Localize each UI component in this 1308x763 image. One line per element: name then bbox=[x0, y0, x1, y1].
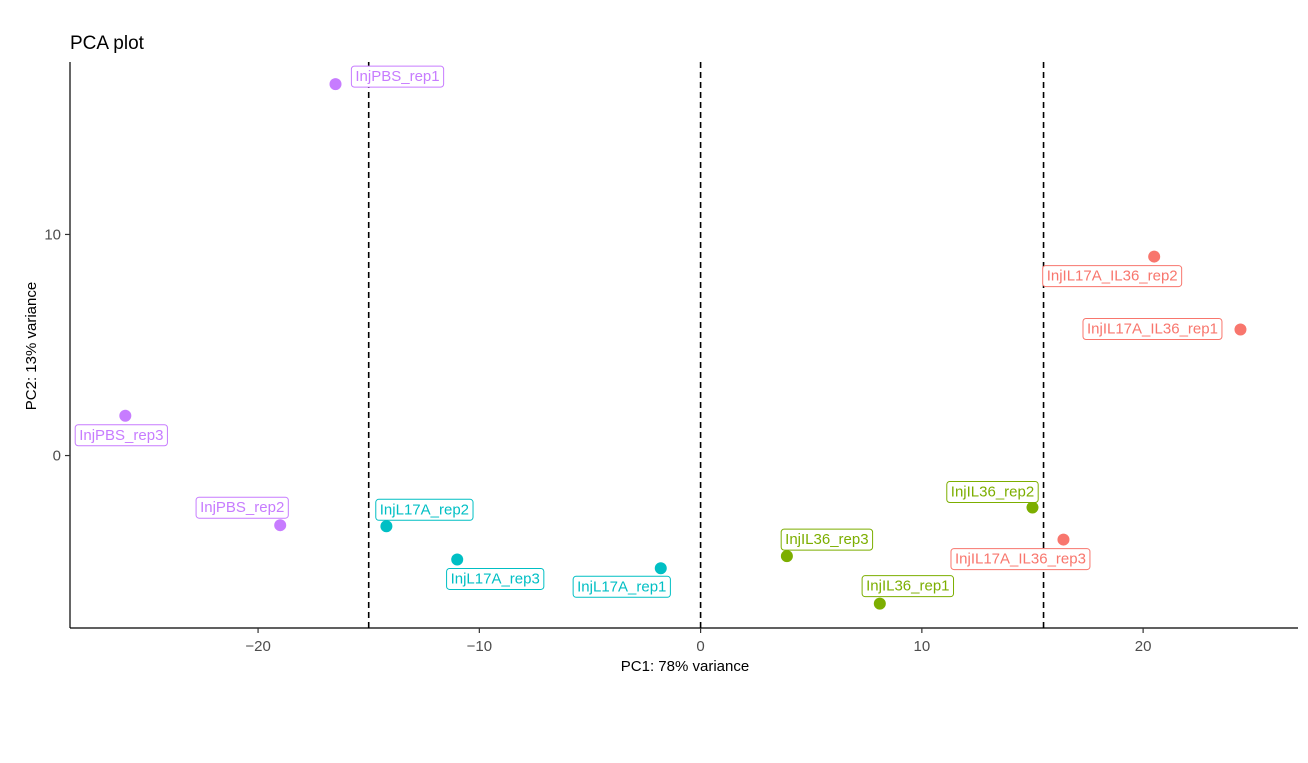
y-axis-label: PC2: 13% variance bbox=[23, 282, 40, 410]
point-label: InjIL36_rep1 bbox=[866, 578, 949, 595]
chart-title: PCA plot bbox=[70, 33, 145, 54]
data-point bbox=[1234, 323, 1247, 336]
x-tick-label: −20 bbox=[245, 638, 270, 655]
point-label-box bbox=[946, 481, 1039, 504]
point-label: InjIL36_rep3 bbox=[785, 531, 868, 548]
point-label: InjL17A_rep3 bbox=[451, 570, 540, 587]
point-label: InjIL17A_IL36_rep1 bbox=[1087, 321, 1218, 338]
y-tick-label: 10 bbox=[44, 226, 61, 243]
x-tick-label: −10 bbox=[467, 638, 492, 655]
point-label-box bbox=[1082, 318, 1223, 341]
point-label: InjIL17A_IL36_rep2 bbox=[1047, 268, 1178, 285]
data-point bbox=[329, 78, 342, 91]
data-point bbox=[1148, 250, 1161, 263]
point-label-box bbox=[74, 424, 168, 447]
point-label: InjIL36_rep2 bbox=[951, 484, 1034, 501]
data-point bbox=[451, 553, 464, 566]
data-point bbox=[274, 519, 287, 532]
data-point bbox=[1026, 501, 1039, 514]
point-label-box bbox=[350, 65, 445, 88]
y-tick-label: 0 bbox=[53, 448, 61, 465]
point-label: InjL17A_rep1 bbox=[577, 578, 666, 595]
point-label-box bbox=[446, 567, 545, 590]
data-point bbox=[1057, 533, 1070, 546]
point-label: InjPBS_rep3 bbox=[79, 427, 163, 444]
point-label: InjL17A_rep2 bbox=[380, 501, 469, 518]
point-label-box bbox=[195, 496, 289, 519]
x-tick-label: 0 bbox=[696, 638, 704, 655]
point-label-box bbox=[572, 575, 671, 598]
point-label-box bbox=[1042, 265, 1183, 288]
data-point bbox=[380, 520, 393, 533]
data-point bbox=[119, 409, 132, 422]
x-tick-label: 20 bbox=[1135, 638, 1152, 655]
point-label-box bbox=[861, 575, 955, 598]
point-label-box bbox=[375, 498, 474, 521]
point-label-box bbox=[950, 548, 1091, 571]
data-point bbox=[873, 597, 886, 610]
point-label-box bbox=[780, 528, 874, 551]
point-label: InjIL17A_IL36_rep3 bbox=[955, 551, 1086, 568]
point-label: InjPBS_rep2 bbox=[200, 499, 284, 516]
data-point bbox=[654, 562, 667, 575]
x-tick-label: 10 bbox=[914, 638, 931, 655]
data-point bbox=[780, 550, 793, 563]
x-axis-label: PC1: 78% variance bbox=[621, 658, 749, 675]
point-label: InjPBS_rep1 bbox=[355, 68, 439, 85]
